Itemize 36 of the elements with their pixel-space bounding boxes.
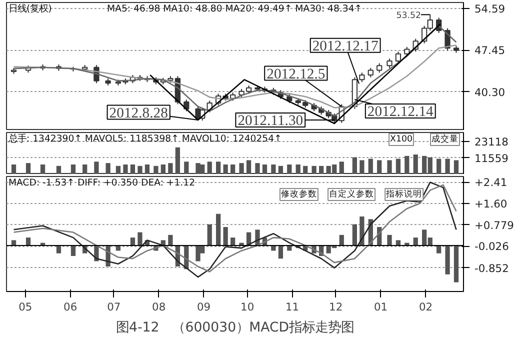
annotation: MA5: 46.98 MA10: 48.80 MA20: 49.49↑ MA30: 48.34↑: [107, 4, 362, 14]
y-tick-label: +0.779: [474, 218, 514, 232]
y-tick-label: 54.59: [474, 2, 506, 16]
y-tick-label: 47.45: [474, 44, 506, 58]
y-tick-label: +2.41: [474, 176, 508, 190]
y-tick-label: +1.60: [474, 197, 508, 210]
x-tick-label: 02: [419, 300, 433, 314]
annotation: 自定义参数: [329, 188, 374, 200]
caption: 图4-12 （600030）MACD指标走势图: [116, 320, 354, 336]
annotation: 2012.12.17: [312, 38, 378, 54]
annotation: 53.52: [396, 11, 421, 22]
annotation: 2012.12.5: [266, 66, 326, 82]
x-tick-label: 10: [240, 300, 254, 314]
x-tick-label: 05: [18, 300, 32, 314]
y-tick-label: 40.30: [474, 86, 506, 99]
chart-title: MACD: -1.53↑ DIFF: +0.350 DEA: +1.12: [8, 178, 196, 188]
x-tick-label: 08: [152, 300, 166, 314]
annotation: X100: [390, 134, 412, 144]
annotation: 2012.11.30: [238, 112, 304, 129]
y-tick-label: -0.026: [474, 240, 510, 254]
y-tick-label: 23118: [474, 135, 509, 148]
y-tick-label: -0.852: [474, 262, 509, 275]
chart-title: 总手: 1342390↑ MAVOL5: 1185398↑ MAVOL10: 1240254↑: [8, 134, 282, 144]
chart-title: 日线(复权): [8, 4, 52, 14]
x-tick-label: 09: [197, 300, 211, 314]
x-tick-label: 12: [329, 300, 343, 314]
annotation: 成交量: [432, 134, 458, 144]
x-tick-label: 07: [107, 300, 121, 314]
x-tick-label: 01: [374, 300, 388, 314]
annotation: 2012.12.14: [367, 104, 434, 120]
annotation: 修改参数: [280, 188, 317, 200]
x-tick-label: 11: [286, 300, 300, 314]
x-tick-label: 06: [64, 300, 78, 314]
annotation: 2012.8.28: [109, 105, 168, 122]
y-tick-label: 11559: [474, 152, 509, 165]
annotation: 指标说明: [385, 188, 422, 200]
